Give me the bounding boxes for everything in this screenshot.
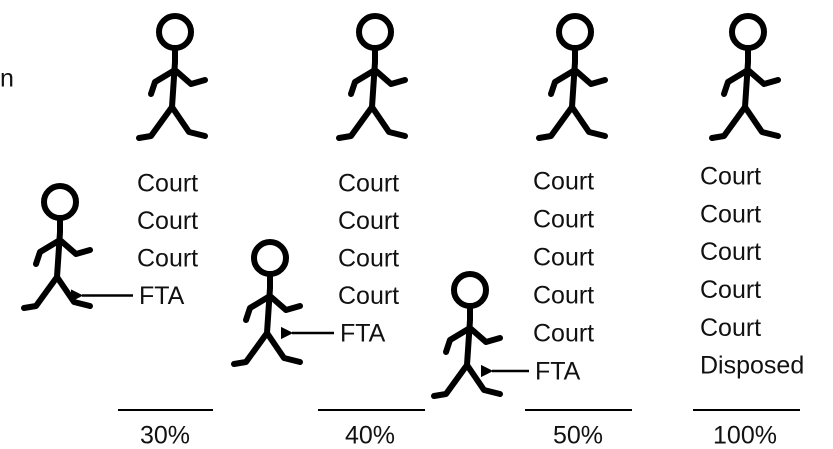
cut-off-text: n (0, 65, 14, 93)
court-label: Court (700, 163, 761, 191)
court-label: Court (533, 168, 594, 196)
court-label: Court (137, 170, 198, 198)
stick-figure (539, 16, 605, 138)
court-label: Court (338, 245, 399, 273)
fta-label: FTA (340, 320, 386, 348)
court-label: Court (700, 238, 761, 266)
court-label: Court (533, 320, 594, 348)
court-label: Court (533, 244, 594, 272)
court-label: Court (533, 282, 594, 310)
court-label: Court (338, 282, 399, 310)
fta-label: FTA (535, 358, 581, 386)
court-label: Court (338, 170, 399, 198)
court-label: Court (338, 207, 399, 235)
fta-label: FTA (139, 282, 185, 310)
percent-label: 30% (140, 422, 190, 449)
percent-label: 40% (345, 422, 395, 449)
court-label: Court (700, 200, 761, 228)
court-label: Court (533, 206, 594, 234)
court-label: Court (137, 245, 198, 273)
stick-figure (339, 16, 405, 138)
percent-label: 100% (713, 422, 777, 449)
court-label: Disposed (700, 352, 804, 380)
percent-label: 50% (553, 422, 603, 449)
court-label: Court (137, 207, 198, 235)
stick-figure (712, 16, 778, 138)
stick-figure (24, 186, 90, 308)
stick-figure (139, 16, 205, 138)
court-label: Court (700, 314, 761, 342)
court-label: Court (700, 276, 761, 304)
stick-figure (434, 274, 500, 396)
stick-figure (234, 242, 300, 364)
